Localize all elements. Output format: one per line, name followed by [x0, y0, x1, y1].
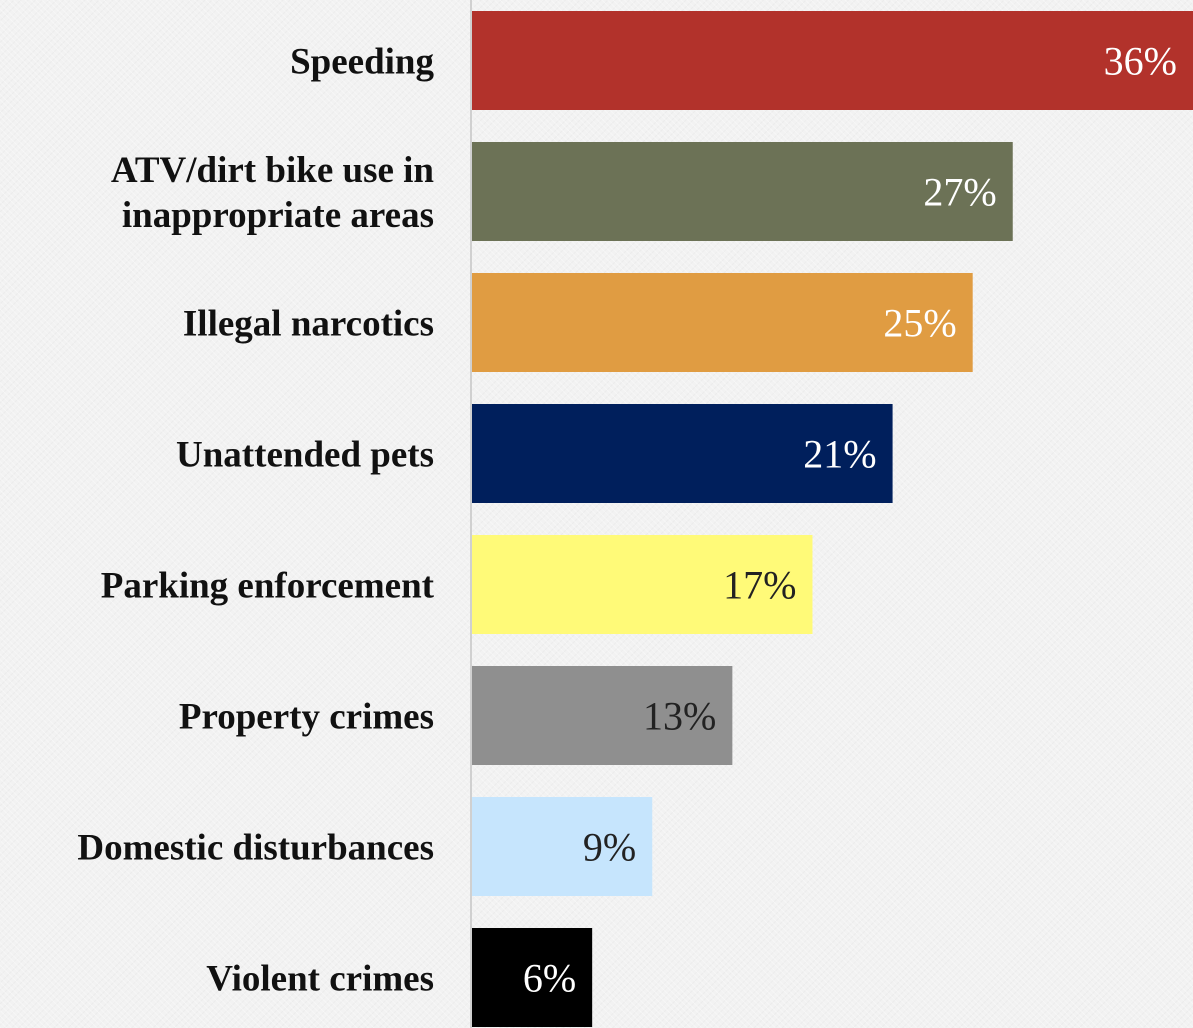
category-label: Property crimes: [179, 697, 434, 738]
bars-group: [472, 11, 1193, 1027]
bar-value-label: 6%: [523, 956, 576, 1001]
bar-value-label: 9%: [583, 825, 636, 870]
category-label: Domestic disturbances: [77, 828, 434, 869]
category-labels-group: Speeding ATV/dirt bike use ininappropriat…: [77, 42, 434, 1000]
bar-value-label: 27%: [923, 170, 996, 215]
bar-value-label: 17%: [723, 563, 796, 608]
category-label: inappropriate areas: [122, 195, 434, 236]
category-label: Speeding: [290, 42, 434, 83]
category-label: ATV/dirt bike use in: [111, 150, 435, 191]
bar: [472, 666, 733, 765]
bar: [472, 404, 893, 503]
bar-value-label: 36%: [1104, 39, 1177, 84]
bar: [472, 273, 973, 372]
bar: [472, 928, 593, 1027]
category-label: Parking enforcement: [101, 566, 435, 607]
category-label: Violent crimes: [206, 959, 434, 1000]
bar: [472, 535, 813, 634]
value-labels-group: 36% 27% 25% 21% 17% 13% 9% 6%: [523, 39, 1177, 1001]
bar: [472, 142, 1013, 241]
bar-value-label: 21%: [803, 432, 876, 477]
category-label: Unattended pets: [176, 435, 434, 476]
bar-value-label: 13%: [643, 694, 716, 739]
category-label: Illegal narcotics: [183, 304, 434, 345]
bar: [472, 11, 1193, 110]
bar: [472, 797, 653, 896]
bar-value-label: 25%: [883, 301, 956, 346]
